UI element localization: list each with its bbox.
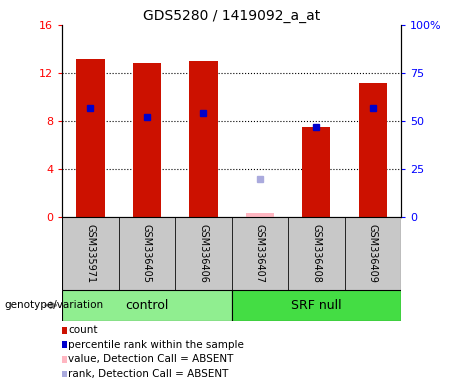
Text: percentile rank within the sample: percentile rank within the sample — [68, 340, 244, 350]
Bar — [133, 63, 161, 217]
Bar — [246, 213, 274, 217]
Text: value, Detection Call = ABSENT: value, Detection Call = ABSENT — [68, 354, 233, 364]
Bar — [189, 61, 218, 217]
Text: count: count — [68, 325, 98, 335]
Bar — [118, 217, 175, 290]
Bar — [231, 290, 401, 321]
Text: GSM336408: GSM336408 — [311, 224, 321, 283]
Bar — [302, 127, 331, 217]
Text: GSM336406: GSM336406 — [198, 224, 208, 283]
Bar — [231, 217, 288, 290]
Bar — [175, 217, 231, 290]
Bar — [77, 59, 105, 217]
Text: genotype/variation: genotype/variation — [5, 300, 104, 310]
Text: GSM336407: GSM336407 — [255, 224, 265, 283]
Bar — [359, 83, 387, 217]
Text: GSM336405: GSM336405 — [142, 224, 152, 283]
Bar — [62, 290, 231, 321]
Bar — [288, 217, 344, 290]
Bar — [344, 217, 401, 290]
Text: SRF null: SRF null — [291, 299, 342, 312]
Bar — [62, 217, 118, 290]
Text: GSM335971: GSM335971 — [85, 224, 95, 283]
Text: rank, Detection Call = ABSENT: rank, Detection Call = ABSENT — [68, 369, 228, 379]
Text: GSM336409: GSM336409 — [368, 224, 378, 283]
Text: control: control — [125, 299, 169, 312]
Title: GDS5280 / 1419092_a_at: GDS5280 / 1419092_a_at — [143, 8, 320, 23]
